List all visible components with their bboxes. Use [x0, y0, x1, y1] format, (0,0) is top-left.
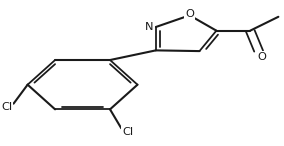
Text: O: O [185, 9, 194, 19]
Text: N: N [145, 22, 154, 32]
Text: Cl: Cl [122, 127, 133, 137]
Text: O: O [258, 52, 266, 62]
Text: Cl: Cl [1, 102, 12, 112]
